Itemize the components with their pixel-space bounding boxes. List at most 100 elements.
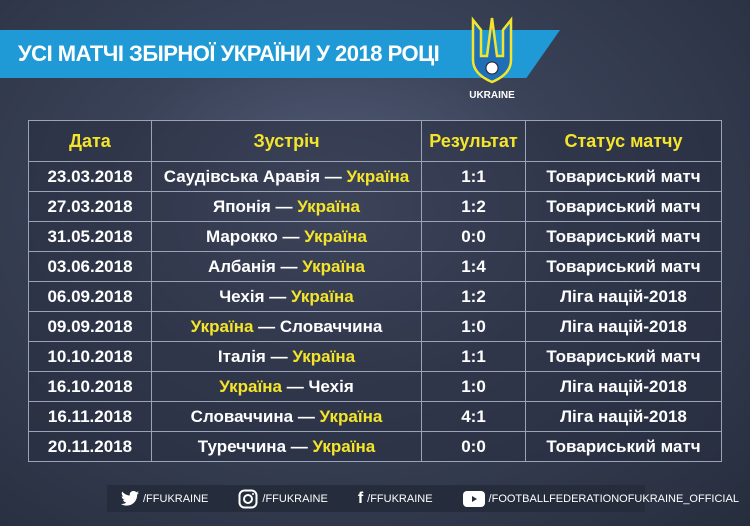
facebook-icon: f [357,489,364,507]
match-teams: Чехія — Україна [151,281,422,312]
home-team: Україна [190,316,254,336]
match-status: Товариський матч [525,251,722,282]
home-team: Україна [219,376,283,396]
match-result: 1:0 [421,311,526,342]
match-teams: Саудівська Аравія — Україна [151,161,422,192]
match-date: 31.05.2018 [28,221,152,252]
table-row: 16.10.2018 Україна — Чехія 1:0 Ліга наці… [28,371,722,402]
title-banner: УСІ МАТЧІ ЗБІРНОЇ УКРАЇНИ У 2018 РОЦІ [0,30,560,78]
away-team: Україна [302,256,365,276]
separator: — [270,196,298,216]
match-teams: Україна — Словаччина [151,311,422,342]
away-team: Україна [290,286,354,306]
table-row: 09.09.2018 Україна — Словаччина 1:0 Ліга… [28,311,722,342]
social-link[interactable]: /FFUKRAINE [121,491,208,506]
match-status: Товариський матч [525,161,722,192]
match-result: 0:0 [421,431,526,462]
match-teams: Україна — Чехія [151,371,422,402]
instagram-icon [238,489,258,509]
match-status: Товариський матч [525,191,722,222]
match-result: 1:0 [421,371,526,402]
table-row: 06.09.2018 Чехія — Україна 1:2 Ліга наці… [28,281,722,312]
match-teams: Албанія — Україна [151,251,422,282]
social-handle: /FFUKRAINE [143,492,209,505]
separator: — [277,226,305,246]
page-title: УСІ МАТЧІ ЗБІРНОЇ УКРАЇНИ У 2018 РОЦІ [18,41,440,66]
separator: — [320,166,347,186]
home-team: Італія [217,346,266,366]
table-row: 31.05.2018 Марокко — Україна 0:0 Товарис… [28,221,722,252]
match-teams: Марокко — Україна [151,221,422,252]
match-date: 10.10.2018 [28,341,152,372]
social-link[interactable]: /FFUKRAINE [238,489,328,509]
match-date: 23.03.2018 [28,161,152,192]
social-link[interactable]: /FOOTBALLFEDERATIONOFUKRAINE_OFFICIAL [462,490,739,507]
away-team: Україна [312,436,376,456]
match-date: 09.09.2018 [28,311,152,342]
match-result: 1:2 [421,281,526,312]
table-row: 20.11.2018 Туреччина — Україна 0:0 Товар… [28,431,722,462]
match-date: 06.09.2018 [28,281,152,312]
match-result: 1:2 [421,191,526,222]
separator: — [253,316,280,336]
match-result: 1:1 [421,161,526,192]
match-status: Товариський матч [525,431,722,462]
social-footer: /FFUKRAINE/FFUKRAINE f/FFUKRAINE/FOOTBALL… [107,485,739,512]
social-link[interactable]: f/FFUKRAINE [358,490,433,508]
table-row: 03.06.2018 Албанія — Україна 1:4 Товарис… [28,251,722,282]
match-date: 03.06.2018 [28,251,152,282]
youtube-icon [462,490,485,507]
social-handle: /FFUKRAINE [367,492,433,505]
home-team: Саудівська Аравія [163,166,321,186]
match-result: 1:4 [421,251,526,282]
match-status: Ліга націй-2018 [525,401,722,432]
separator: — [275,256,303,276]
match-teams: Туреччина — Україна [151,431,422,462]
column-header: Статус матчу [525,120,722,162]
table-row: 27.03.2018 Японія — Україна 1:2 Товарись… [28,191,722,222]
match-status: Ліга націй-2018 [525,371,722,402]
logo-text: UKRAINE [469,90,515,101]
match-teams: Італія — Україна [151,341,422,372]
table-row: 16.11.2018 Словаччина — Україна 4:1 Ліга… [28,401,722,432]
away-team: Україна [319,406,383,426]
column-header: Результат [421,120,526,162]
match-teams: Словаччина — Україна [151,401,422,432]
match-status: Товариський матч [525,221,722,252]
matches-table: Дата Зустріч Результат Статус матчу 23.03.2… [28,120,722,462]
match-date: 20.11.2018 [28,431,152,462]
away-team: Україна [292,346,356,366]
match-date: 27.03.2018 [28,191,152,222]
match-status: Ліга націй-2018 [525,281,722,312]
trident-icon [471,16,513,84]
match-result: 4:1 [421,401,526,432]
match-result: 1:1 [421,341,526,372]
home-team: Словаччина [190,406,294,426]
home-team: Туреччина [197,436,287,456]
separator: — [286,436,313,456]
social-handle: /FFUKRAINE [262,492,328,505]
match-teams: Японія — Україна [151,191,422,222]
home-team: Марокко [205,226,278,246]
home-team: Японія [212,196,271,216]
away-team: Україна [346,166,410,186]
separator: — [293,406,320,426]
ffu-logo: UKRAINE [462,16,522,106]
match-date: 16.10.2018 [28,371,152,402]
table-row: 10.10.2018 Італія — Україна 1:1 Товарись… [28,341,722,372]
away-team: Словаччина [279,316,383,336]
twitter-icon [121,491,139,506]
away-team: Україна [297,196,361,216]
separator: — [264,286,291,306]
separator: — [282,376,309,396]
separator: — [265,346,293,366]
column-header: Зустріч [151,120,422,162]
match-status: Товариський матч [525,341,722,372]
social-handle: /FOOTBALLFEDERATIONOFUKRAINE_OFFICIAL [488,492,739,505]
home-team: Чехія [219,286,265,306]
match-result: 0:0 [421,221,526,252]
match-date: 16.11.2018 [28,401,152,432]
home-team: Албанія [208,256,276,276]
match-status: Ліга націй-2018 [525,311,722,342]
away-team: Чехія [308,376,354,396]
